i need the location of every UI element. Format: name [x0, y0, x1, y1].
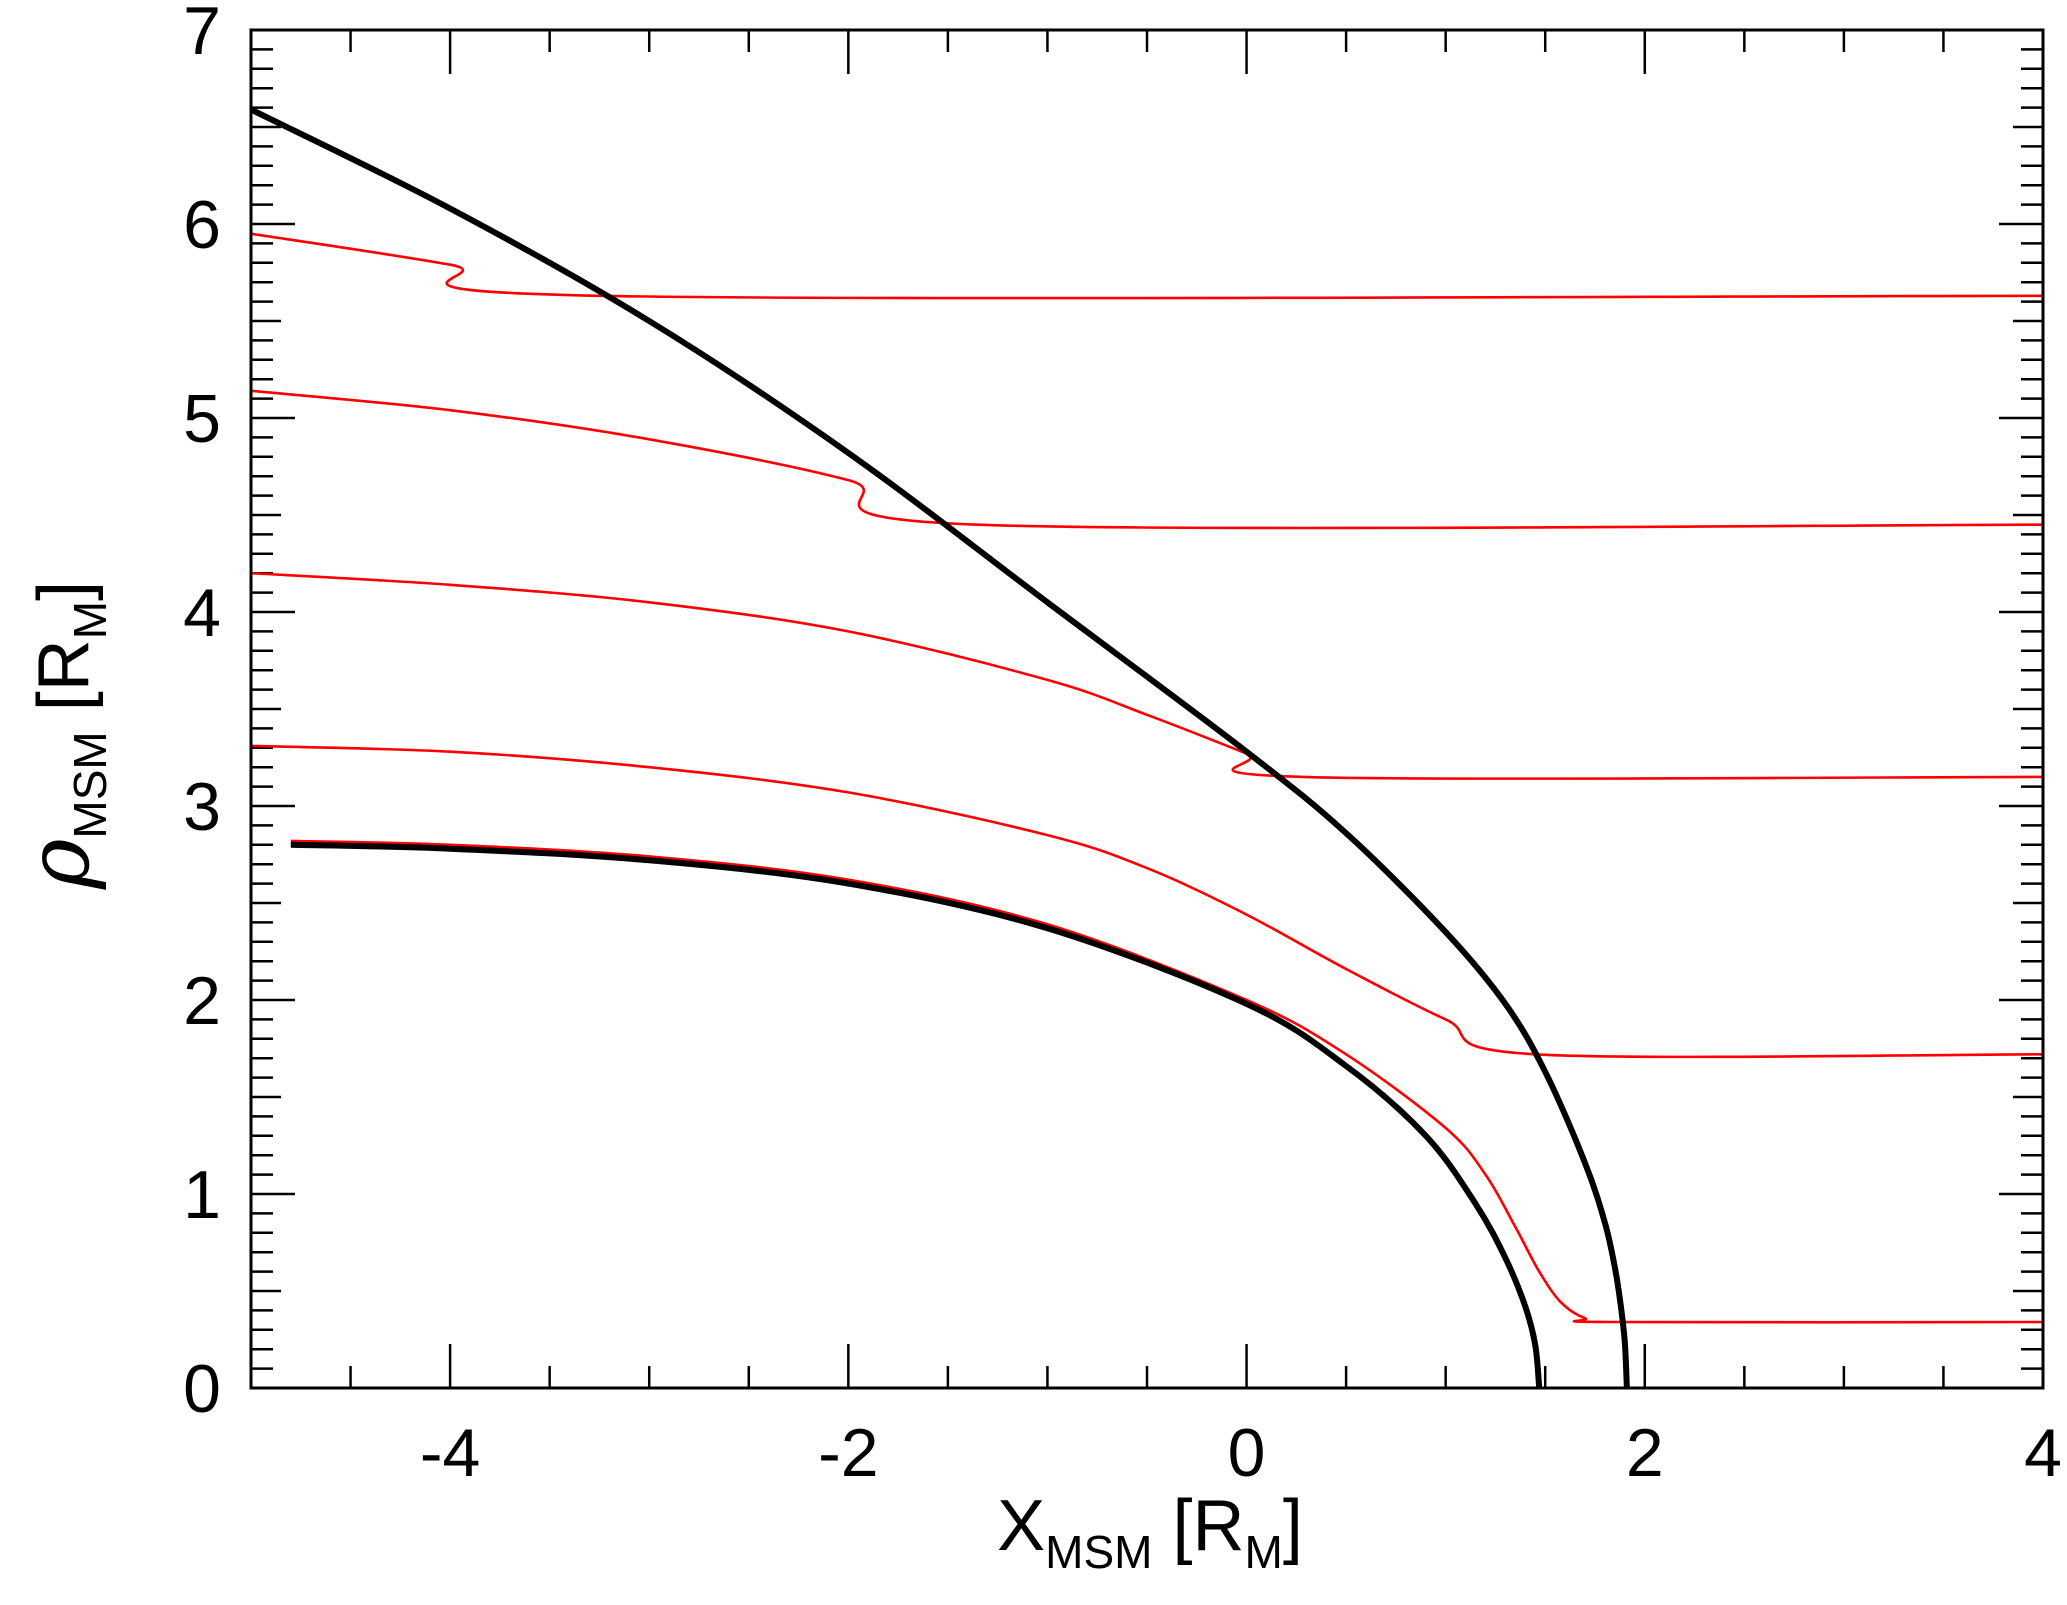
tick-labels: -4 -2 0 2 4 0 1 2 3 4 5 6 7 — [183, 0, 2062, 1491]
y-tick-label: 6 — [183, 187, 221, 263]
y-axis-label: ρMSM [RM] — [9, 581, 116, 890]
field-line-curve — [250, 571, 2044, 780]
x-tick-label: 2 — [1626, 1415, 1664, 1491]
boundary-curve — [249, 106, 1630, 1389]
x-tick-label: -2 — [818, 1415, 878, 1491]
field-line-curve — [250, 389, 2044, 530]
field-line-curve — [290, 839, 2044, 1324]
y-tick-label: 1 — [183, 1157, 221, 1233]
x-tick-label: -4 — [420, 1415, 480, 1491]
x-axis-label: XMSM [RM] — [997, 1486, 1303, 1578]
y-tick-label: 4 — [183, 575, 221, 651]
y-tick-label: 2 — [183, 963, 221, 1039]
field-line-curve — [250, 744, 2044, 1059]
x-tick-label: 4 — [2024, 1415, 2062, 1491]
y-tick-label: 0 — [183, 1351, 221, 1427]
y-tick-label: 3 — [183, 769, 221, 845]
boundary-curve — [290, 841, 1543, 1389]
plot-frame — [249, 28, 2045, 1390]
axis-ticks — [249, 28, 2045, 1390]
x-tick-label: 0 — [1228, 1415, 1266, 1491]
y-tick-label: 7 — [183, 0, 221, 69]
field-line-curve — [250, 232, 2044, 300]
y-tick-label: 5 — [183, 381, 221, 457]
series-layer — [249, 106, 2044, 1389]
